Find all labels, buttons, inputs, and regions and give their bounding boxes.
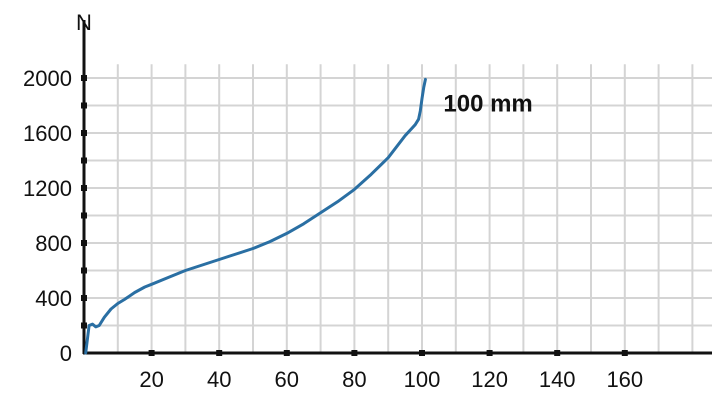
series bbox=[84, 77, 427, 355]
y-axis-unit-label: N bbox=[76, 10, 92, 35]
y-tick-label: 2000 bbox=[23, 66, 72, 91]
series-line bbox=[84, 77, 427, 355]
y-tick-mark bbox=[81, 267, 87, 274]
x-tick-label: 40 bbox=[207, 367, 231, 392]
y-tick-label: 400 bbox=[35, 286, 72, 311]
y-tick-label: 800 bbox=[35, 231, 72, 256]
y-tick-mark bbox=[81, 212, 87, 219]
y-tick-label: 1600 bbox=[23, 121, 72, 146]
x-tick-mark bbox=[554, 350, 561, 356]
x-tick-label: 60 bbox=[275, 367, 299, 392]
x-tick-label: 140 bbox=[539, 367, 576, 392]
x-tick-mark bbox=[486, 350, 493, 356]
y-tick-label: 0 bbox=[60, 341, 72, 366]
y-tick-mark bbox=[81, 240, 87, 246]
y-tick-mark bbox=[81, 322, 87, 329]
x-tick-mark bbox=[621, 350, 628, 356]
x-tick-label: 100 bbox=[404, 367, 441, 392]
x-tick-label: 160 bbox=[606, 367, 643, 392]
ticks bbox=[81, 75, 628, 356]
x-tick-mark bbox=[351, 350, 358, 356]
y-tick-mark bbox=[81, 130, 87, 136]
y-tick-mark bbox=[81, 75, 87, 81]
y-tick-mark bbox=[81, 185, 87, 191]
y-tick-mark bbox=[81, 102, 87, 109]
labels: 0 400 800 1200 1600 2000 20 40 60 80 100 120 140 160 N… bbox=[23, 10, 643, 392]
y-tick-label: 1200 bbox=[23, 176, 72, 201]
x-tick-mark bbox=[216, 350, 223, 356]
grid bbox=[84, 64, 712, 353]
x-tick-mark bbox=[148, 350, 155, 356]
curve-annotation-label: 100 mm bbox=[443, 90, 532, 117]
x-tick-label: 80 bbox=[342, 367, 366, 392]
x-tick-mark bbox=[283, 350, 290, 356]
y-tick-mark bbox=[81, 157, 87, 164]
x-tick-mark bbox=[419, 350, 425, 356]
x-tick-label: 20 bbox=[139, 367, 163, 392]
y-tick-mark bbox=[81, 295, 87, 301]
x-tick-label: 120 bbox=[471, 367, 508, 392]
